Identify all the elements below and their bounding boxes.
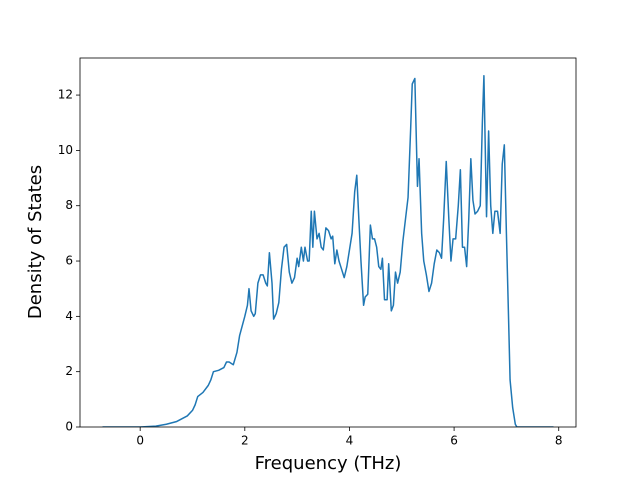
plot-frame: [79, 57, 577, 428]
y-tick-label: 0: [65, 420, 73, 434]
y-tick-label: 10: [58, 143, 73, 157]
y-tick-label: 8: [65, 198, 73, 212]
x-tick-label: 8: [555, 434, 563, 448]
y-axis-label: Density of States: [25, 165, 46, 319]
x-axis-label: Frequency (THz): [255, 453, 402, 474]
y-tick-label: 2: [65, 364, 73, 378]
x-tick-label: 6: [450, 434, 458, 448]
y-tick-label: 4: [65, 309, 73, 323]
x-tick-label: 2: [241, 434, 249, 448]
x-tick-label: 0: [136, 434, 144, 448]
y-tick-label: 12: [58, 88, 73, 102]
line: [102, 74, 554, 427]
x-tick-label: 4: [346, 434, 354, 448]
y-tick-label: 6: [65, 254, 73, 268]
